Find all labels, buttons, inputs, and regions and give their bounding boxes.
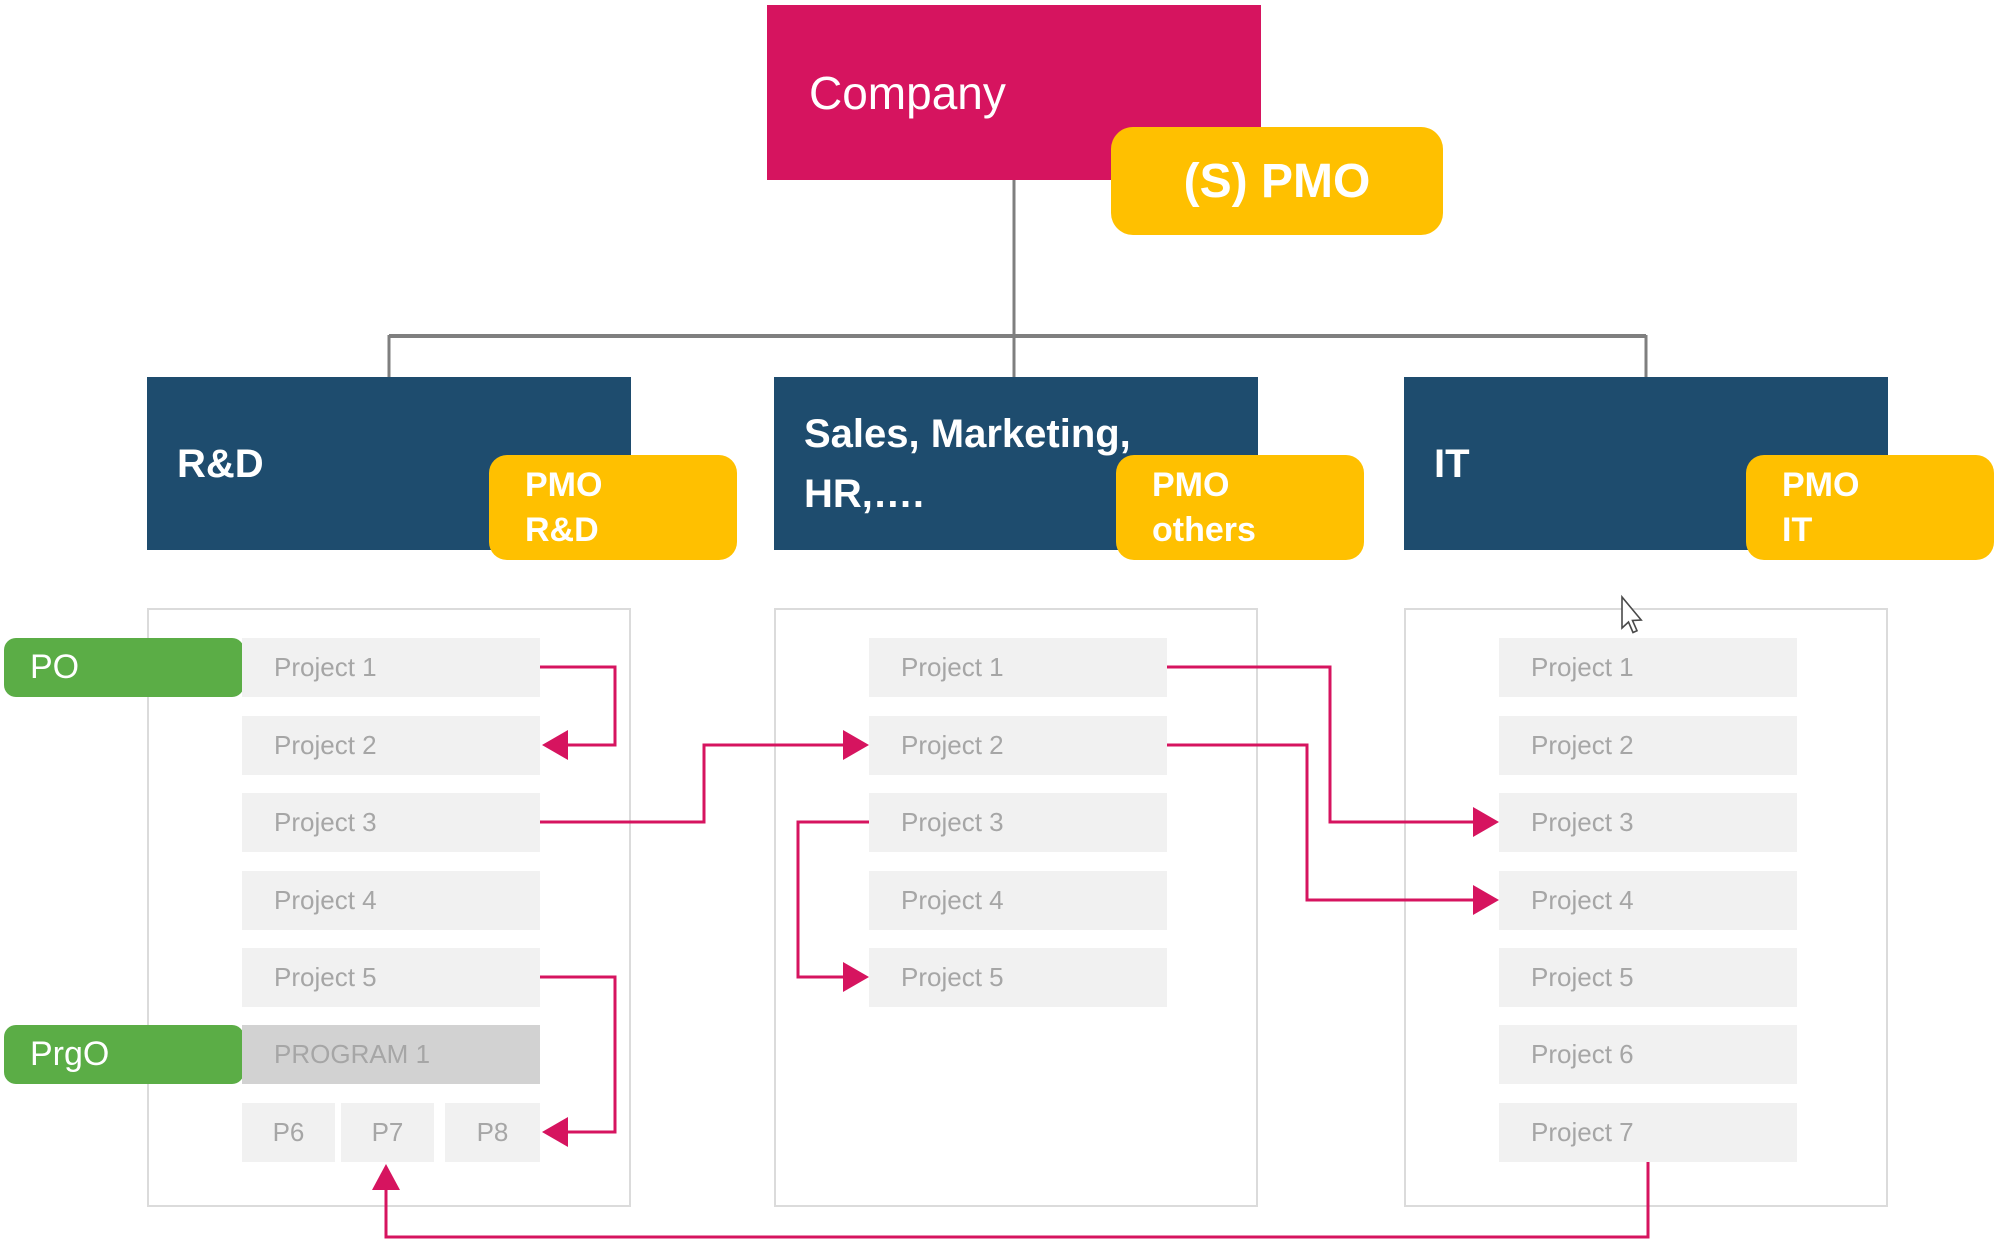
sales-project-4[interactable]: Project 4 <box>869 871 1167 930</box>
rnd-project-2[interactable]: Project 2 <box>242 716 540 775</box>
rnd-project-4[interactable]: Project 4 <box>242 871 540 930</box>
rnd-project-3[interactable]: Project 3 <box>242 793 540 852</box>
sales-project-5[interactable]: Project 5 <box>869 948 1167 1007</box>
prgo-label-box[interactable]: PrgO <box>4 1025 244 1084</box>
rnd-project-1[interactable]: Project 1 <box>242 638 540 697</box>
s-pmo-label: (S) PMO <box>1183 154 1371 208</box>
pmo-it-box[interactable]: PMO IT <box>1746 455 1994 560</box>
it-project-2[interactable]: Project 2 <box>1499 716 1797 775</box>
it-project-6[interactable]: Project 6 <box>1499 1025 1797 1084</box>
it-project-7[interactable]: Project 7 <box>1499 1103 1797 1162</box>
it-project-5[interactable]: Project 5 <box>1499 948 1797 1007</box>
it-project-1[interactable]: Project 1 <box>1499 638 1797 697</box>
pmo-it-line1: PMO <box>1782 466 1860 505</box>
pmo-rnd-line1: PMO <box>525 466 603 505</box>
pmo-rnd-line2: R&D <box>525 510 599 549</box>
pmo-others-box[interactable]: PMO others <box>1116 455 1364 560</box>
company-label: Company <box>809 66 1006 119</box>
sales-project-3[interactable]: Project 3 <box>869 793 1167 852</box>
pmo-others-line2: others <box>1152 510 1256 549</box>
sales-project-2[interactable]: Project 2 <box>869 716 1167 775</box>
it-project-3[interactable]: Project 3 <box>1499 793 1797 852</box>
dept-sales-title-line2: HR,…. <box>804 471 924 516</box>
rnd-project-5[interactable]: Project 5 <box>242 948 540 1007</box>
rnd-program-1[interactable]: PROGRAM 1 <box>242 1025 540 1084</box>
rnd-p7[interactable]: P7 <box>341 1103 434 1162</box>
rnd-p8[interactable]: P8 <box>445 1103 540 1162</box>
dept-sales-title-line1: Sales, Marketing, <box>804 411 1131 456</box>
rnd-p6[interactable]: P6 <box>242 1103 335 1162</box>
prgo-label: PrgO <box>30 1035 110 1073</box>
s-pmo-box[interactable]: (S) PMO <box>1111 127 1443 235</box>
pmo-rnd-box[interactable]: PMO R&D <box>489 455 737 560</box>
pmo-others-line1: PMO <box>1152 466 1230 505</box>
dept-rnd-title: R&D <box>177 441 264 486</box>
it-project-4[interactable]: Project 4 <box>1499 871 1797 930</box>
dept-it-title: IT <box>1434 441 1470 486</box>
po-label-box[interactable]: PO <box>4 638 244 697</box>
po-label: PO <box>30 648 80 686</box>
sales-project-1[interactable]: Project 1 <box>869 638 1167 697</box>
pmo-it-line2: IT <box>1782 510 1813 549</box>
